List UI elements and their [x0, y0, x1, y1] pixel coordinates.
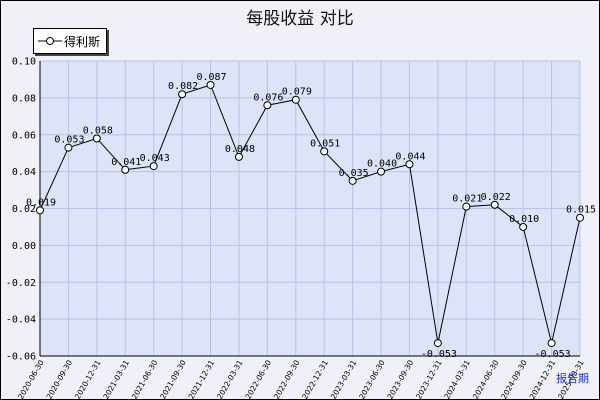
data-point — [149, 162, 158, 171]
data-label: 0.022 — [481, 192, 511, 203]
y-axis: 0.10 0.08 0.06 0.04 0.02 0.00 -0.02 -0.04 -0.06 — [6, 57, 41, 363]
x-tick-label: 2024-06-30 — [471, 358, 501, 400]
data-label: 0.044 — [395, 151, 425, 162]
data-label: 0.035 — [339, 168, 369, 179]
data-point — [64, 143, 73, 152]
y-tick-label: 0.10 — [12, 57, 36, 68]
data-point — [92, 134, 101, 143]
data-label: 0.021 — [452, 194, 482, 205]
y-tick-label: 0.00 — [12, 241, 36, 252]
data-point — [490, 200, 499, 209]
data-label: 0.076 — [253, 92, 283, 103]
x-tick-label: 2021-06-30 — [130, 358, 160, 400]
data-label: 0.010 — [509, 214, 539, 225]
data-points — [36, 80, 584, 348]
x-tick-label: 2022-03-31 — [215, 358, 245, 400]
data-label: 0.082 — [168, 81, 198, 92]
data-label: 0.015 — [566, 205, 596, 216]
x-tick-label: 2021-12-31 — [187, 358, 217, 400]
x-axis: 2020-06-302020-09-302020-12-312021-03-31… — [16, 355, 586, 400]
x-tick-label: 2023-09-30 — [386, 358, 416, 400]
y-tick-label: 0.06 — [12, 130, 36, 141]
x-tick-label: 2020-09-30 — [45, 358, 75, 400]
legend: 得利斯 — [33, 28, 107, 54]
data-point — [433, 339, 442, 348]
x-tick-label: 2023-06-30 — [357, 358, 387, 400]
data-label: -0.053 — [535, 349, 571, 360]
data-point — [291, 95, 300, 104]
data-point — [178, 90, 187, 99]
data-label: 0.053 — [54, 135, 84, 146]
data-point — [576, 213, 584, 222]
y-tick-label: -0.04 — [6, 315, 36, 326]
x-tick-label: 2020-06-30 — [16, 358, 46, 400]
data-point — [234, 152, 243, 161]
data-point — [377, 167, 386, 176]
x-axis-end-label: 报告期 — [556, 372, 589, 385]
x-tick-label: 2023-03-31 — [329, 358, 359, 400]
y-tick-label: 0.02 — [12, 204, 36, 215]
x-tick-label: 2022-12-31 — [300, 358, 330, 400]
x-tick-label: 2021-03-31 — [101, 358, 131, 400]
x-tick-label: 2023-12-31 — [414, 358, 444, 400]
data-point — [547, 339, 556, 348]
data-point — [121, 165, 130, 174]
x-tick-label: 2022-09-30 — [272, 358, 302, 400]
data-point — [348, 176, 357, 185]
y-tick-label: 0.04 — [12, 167, 36, 178]
data-label: 0.041 — [111, 157, 141, 168]
data-label: 0.043 — [140, 153, 170, 164]
x-tick-label: 2020-12-31 — [73, 358, 103, 400]
data-label: 0.048 — [225, 144, 255, 155]
data-label: 0.040 — [367, 159, 397, 170]
x-tick-label: 2021-09-30 — [158, 358, 188, 400]
y-tick-label: -0.06 — [6, 352, 36, 363]
data-point — [320, 147, 329, 156]
data-label: 0.051 — [310, 138, 340, 149]
y-tick-label: -0.02 — [6, 278, 36, 289]
data-label: 0.079 — [282, 87, 312, 98]
x-tick-label: 2022-06-30 — [244, 358, 274, 400]
data-point — [462, 202, 471, 211]
legend-label: 得利斯 — [64, 35, 101, 49]
legend-marker-icon — [38, 37, 62, 45]
data-label: 0.058 — [83, 125, 113, 136]
x-tick-label: 2024-03-31 — [442, 358, 472, 400]
series-line — [39, 84, 581, 344]
data-label: -0.053 — [421, 349, 457, 360]
data-point — [206, 80, 215, 89]
x-tick-label: 2024-12-31 — [528, 358, 558, 400]
data-label: 0.087 — [196, 72, 226, 83]
data-point — [36, 206, 44, 215]
y-tick-label: 0.08 — [12, 93, 36, 104]
data-point — [405, 160, 414, 169]
data-point — [519, 222, 528, 231]
chart-title: 每股收益 对比 — [246, 9, 354, 29]
data-point — [263, 101, 272, 110]
data-label: 0.019 — [26, 197, 56, 208]
x-tick-label: 2024-09-30 — [499, 358, 529, 400]
